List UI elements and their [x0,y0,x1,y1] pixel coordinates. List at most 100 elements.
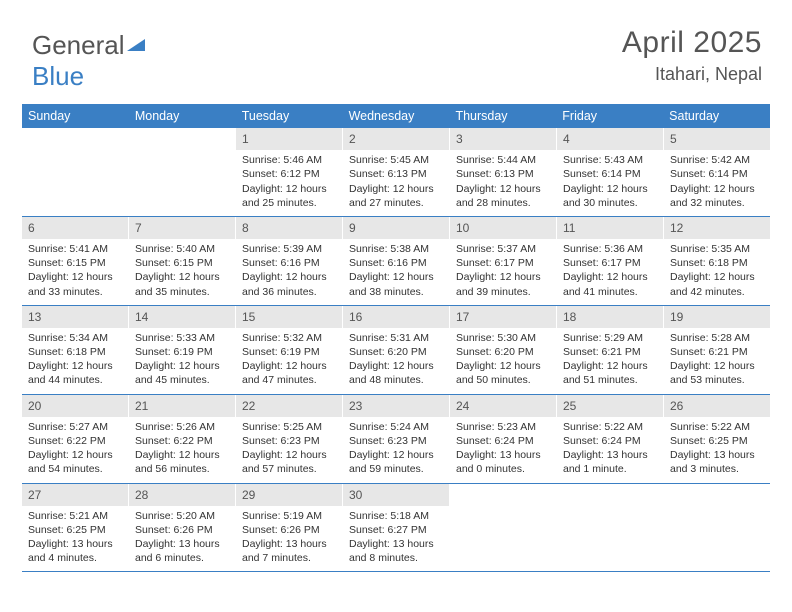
daylight-line: Daylight: 12 hours and 32 minutes. [670,182,764,210]
calendar-cell: 12Sunrise: 5:35 AMSunset: 6:18 PMDayligh… [664,217,770,305]
day-details: Sunrise: 5:46 AMSunset: 6:12 PMDaylight:… [236,150,342,216]
day-number: 27 [22,484,128,506]
sunrise-line: Sunrise: 5:22 AM [670,420,764,434]
calendar-cell: 8Sunrise: 5:39 AMSunset: 6:16 PMDaylight… [236,217,343,305]
day-details: Sunrise: 5:18 AMSunset: 6:27 PMDaylight:… [343,506,449,572]
day-number: 5 [664,128,770,150]
sunset-line: Sunset: 6:18 PM [670,256,764,270]
day-number: 24 [450,395,556,417]
sunrise-line: Sunrise: 5:35 AM [670,242,764,256]
logo-triangle-icon [127,28,145,59]
daylight-line: Daylight: 12 hours and 56 minutes. [135,448,229,476]
day-details: Sunrise: 5:45 AMSunset: 6:13 PMDaylight:… [343,150,449,216]
calendar-cell: 22Sunrise: 5:25 AMSunset: 6:23 PMDayligh… [236,395,343,483]
daylight-line: Daylight: 13 hours and 8 minutes. [349,537,443,565]
day-header: Tuesday [236,104,343,128]
daylight-line: Daylight: 12 hours and 45 minutes. [135,359,229,387]
day-number: 4 [557,128,663,150]
daylight-line: Daylight: 13 hours and 1 minute. [563,448,657,476]
sunrise-line: Sunrise: 5:20 AM [135,509,229,523]
day-details: Sunrise: 5:30 AMSunset: 6:20 PMDaylight:… [450,328,556,394]
calendar-cell: 7Sunrise: 5:40 AMSunset: 6:15 PMDaylight… [129,217,236,305]
day-number: 23 [343,395,449,417]
calendar-body: ..1Sunrise: 5:46 AMSunset: 6:12 PMDaylig… [22,128,770,572]
calendar-cell: 4Sunrise: 5:43 AMSunset: 6:14 PMDaylight… [557,128,664,216]
sunset-line: Sunset: 6:18 PM [28,345,122,359]
daylight-line: Daylight: 12 hours and 25 minutes. [242,182,336,210]
day-details: Sunrise: 5:23 AMSunset: 6:24 PMDaylight:… [450,417,556,483]
calendar-cell: 19Sunrise: 5:28 AMSunset: 6:21 PMDayligh… [664,306,770,394]
daylight-line: Daylight: 12 hours and 28 minutes. [456,182,550,210]
sunset-line: Sunset: 6:23 PM [349,434,443,448]
day-details: Sunrise: 5:27 AMSunset: 6:22 PMDaylight:… [22,417,128,483]
sunset-line: Sunset: 6:20 PM [349,345,443,359]
sunset-line: Sunset: 6:12 PM [242,167,336,181]
day-number: 15 [236,306,342,328]
sunrise-line: Sunrise: 5:19 AM [242,509,336,523]
daylight-line: Daylight: 12 hours and 47 minutes. [242,359,336,387]
day-number: 1 [236,128,342,150]
logo-text-2: Blue [32,61,84,91]
day-details: Sunrise: 5:44 AMSunset: 6:13 PMDaylight:… [450,150,556,216]
daylight-line: Daylight: 12 hours and 39 minutes. [456,270,550,298]
sunset-line: Sunset: 6:17 PM [563,256,657,270]
day-number: 6 [22,217,128,239]
sunrise-line: Sunrise: 5:26 AM [135,420,229,434]
calendar-cell: . [22,128,129,216]
day-header: Wednesday [343,104,450,128]
calendar-week: 13Sunrise: 5:34 AMSunset: 6:18 PMDayligh… [22,306,770,395]
sunset-line: Sunset: 6:16 PM [242,256,336,270]
daylight-line: Daylight: 12 hours and 44 minutes. [28,359,122,387]
calendar: SundayMondayTuesdayWednesdayThursdayFrid… [22,104,770,572]
calendar-cell: 20Sunrise: 5:27 AMSunset: 6:22 PMDayligh… [22,395,129,483]
sunset-line: Sunset: 6:15 PM [28,256,122,270]
sunset-line: Sunset: 6:15 PM [135,256,229,270]
sunrise-line: Sunrise: 5:37 AM [456,242,550,256]
daylight-line: Daylight: 12 hours and 54 minutes. [28,448,122,476]
calendar-cell: 27Sunrise: 5:21 AMSunset: 6:25 PMDayligh… [22,484,129,572]
calendar-cell: 13Sunrise: 5:34 AMSunset: 6:18 PMDayligh… [22,306,129,394]
logo: General Blue [32,28,145,92]
day-number: 21 [129,395,235,417]
day-number: 19 [664,306,770,328]
location: Itahari, Nepal [622,64,762,85]
day-details: Sunrise: 5:36 AMSunset: 6:17 PMDaylight:… [557,239,663,305]
day-number: 11 [557,217,663,239]
sunrise-line: Sunrise: 5:36 AM [563,242,657,256]
day-number: 17 [450,306,556,328]
day-header: Friday [556,104,663,128]
day-details: Sunrise: 5:29 AMSunset: 6:21 PMDaylight:… [557,328,663,394]
daylight-line: Daylight: 12 hours and 27 minutes. [349,182,443,210]
day-number: 12 [664,217,770,239]
daylight-line: Daylight: 12 hours and 50 minutes. [456,359,550,387]
day-number: 30 [343,484,449,506]
day-details: Sunrise: 5:22 AMSunset: 6:25 PMDaylight:… [664,417,770,483]
calendar-cell: 23Sunrise: 5:24 AMSunset: 6:23 PMDayligh… [343,395,450,483]
calendar-cell: 1Sunrise: 5:46 AMSunset: 6:12 PMDaylight… [236,128,343,216]
day-details: Sunrise: 5:35 AMSunset: 6:18 PMDaylight:… [664,239,770,305]
calendar-cell: 16Sunrise: 5:31 AMSunset: 6:20 PMDayligh… [343,306,450,394]
daylight-line: Daylight: 12 hours and 48 minutes. [349,359,443,387]
day-number: 28 [129,484,235,506]
day-details: Sunrise: 5:33 AMSunset: 6:19 PMDaylight:… [129,328,235,394]
calendar-cell: 6Sunrise: 5:41 AMSunset: 6:15 PMDaylight… [22,217,129,305]
calendar-cell: 2Sunrise: 5:45 AMSunset: 6:13 PMDaylight… [343,128,450,216]
sunrise-line: Sunrise: 5:18 AM [349,509,443,523]
sunrise-line: Sunrise: 5:42 AM [670,153,764,167]
sunrise-line: Sunrise: 5:22 AM [563,420,657,434]
calendar-cell: . [450,484,557,572]
sunset-line: Sunset: 6:13 PM [349,167,443,181]
calendar-cell: 15Sunrise: 5:32 AMSunset: 6:19 PMDayligh… [236,306,343,394]
day-details: Sunrise: 5:19 AMSunset: 6:26 PMDaylight:… [236,506,342,572]
day-details: Sunrise: 5:22 AMSunset: 6:24 PMDaylight:… [557,417,663,483]
logo-text-1: General [32,30,125,60]
day-number: 2 [343,128,449,150]
day-number: 8 [236,217,342,239]
calendar-cell: . [129,128,236,216]
day-details: Sunrise: 5:25 AMSunset: 6:23 PMDaylight:… [236,417,342,483]
sunrise-line: Sunrise: 5:33 AM [135,331,229,345]
day-header: Sunday [22,104,129,128]
sunrise-line: Sunrise: 5:43 AM [563,153,657,167]
day-number: 29 [236,484,342,506]
sunset-line: Sunset: 6:13 PM [456,167,550,181]
